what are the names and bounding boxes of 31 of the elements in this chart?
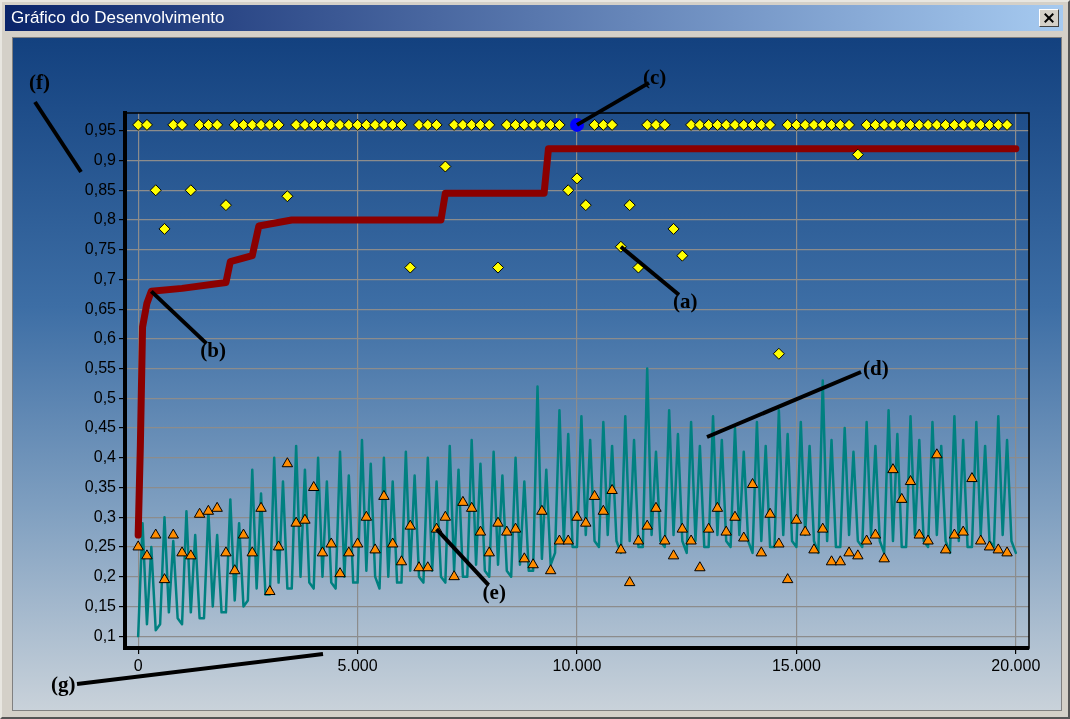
x-tick-label: 20.000	[991, 657, 1041, 675]
x-tick-label: 5.000	[337, 657, 378, 675]
text: (f)	[29, 70, 50, 95]
chart-title: Gráfico do Desenvolvimento	[11, 8, 225, 28]
y-tick-label: 0,4	[93, 448, 117, 466]
x-tick-label: 0	[133, 657, 143, 675]
x-tick-label: 15.000	[771, 657, 821, 675]
y-tick-label: 0,3	[93, 507, 117, 525]
x-tick-label: 10.000	[552, 657, 602, 675]
y-tick-label: 0,15	[84, 596, 117, 614]
y-tick-label: 0,2	[93, 567, 117, 585]
text: (g)	[51, 672, 76, 697]
y-tick-label: 0,55	[84, 359, 117, 377]
annotation: (a)	[672, 289, 698, 314]
y-tick-label: 0,25	[84, 537, 117, 555]
y-tick-label: 0,85	[84, 180, 117, 198]
y-tick-label: 0,45	[84, 418, 117, 436]
y-tick-label: 0,9	[93, 150, 117, 168]
annotation: (e)	[482, 579, 506, 604]
y-tick-label: 0,6	[93, 329, 117, 347]
y-tick-label: 0,75	[84, 240, 117, 258]
y-tick-label: 0,8	[93, 210, 117, 228]
y-tick-label: 0,5	[93, 388, 117, 406]
annotation: (d)	[863, 356, 889, 381]
y-tick-label: 0,7	[93, 269, 117, 287]
annotation: (c)	[643, 65, 667, 90]
annotation: (b)	[200, 337, 226, 362]
y-tick-label: 0,35	[84, 477, 117, 495]
y-tick-label: 0,65	[84, 299, 117, 317]
y-tick-label: 0,1	[93, 626, 117, 644]
y-tick-label: 0,95	[84, 121, 117, 139]
